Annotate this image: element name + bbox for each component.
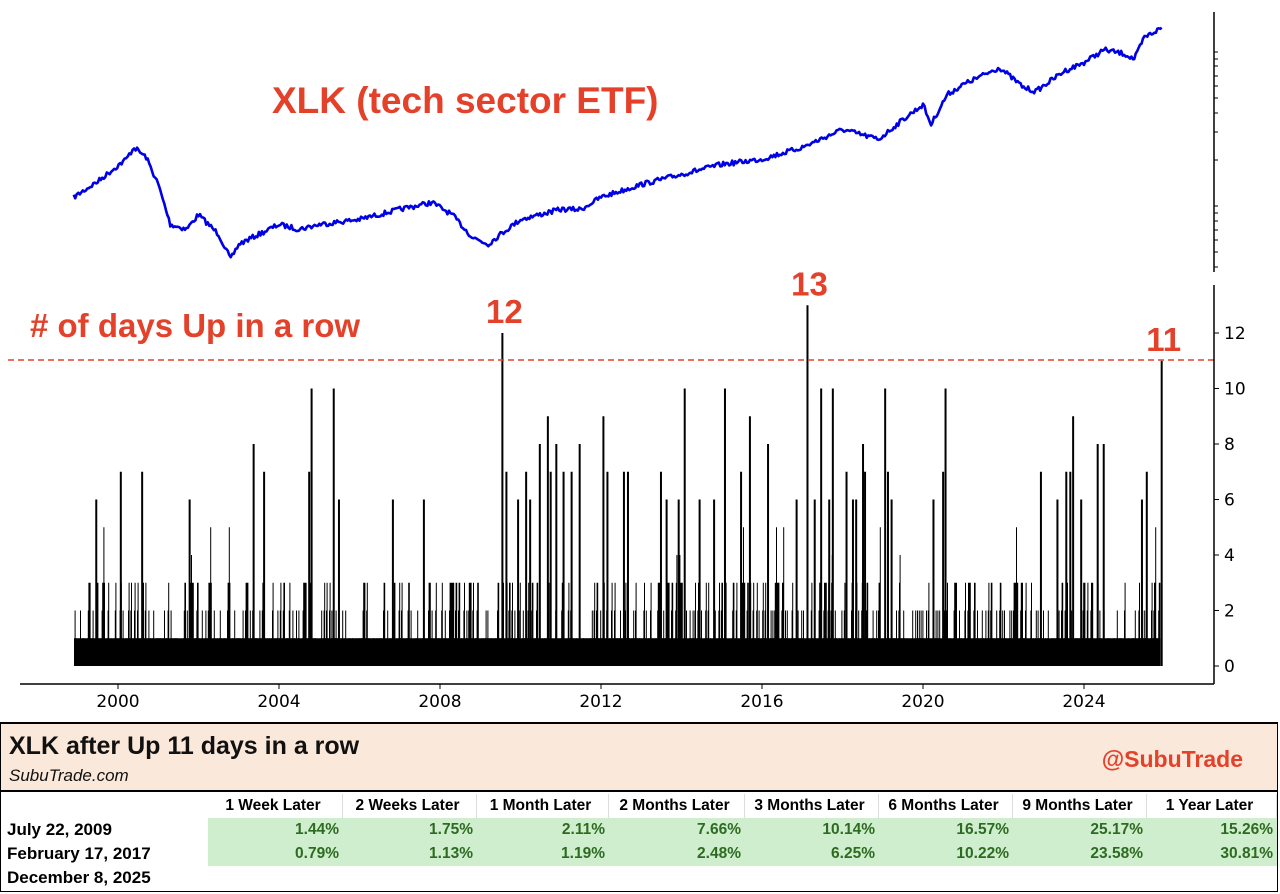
- return-cell: 2.48%: [609, 842, 745, 866]
- column-header-row: 1 Week Later 2 Weeks Later 1 Month Later 2 …: [1, 794, 1277, 818]
- return-cell: 10.14%: [745, 818, 879, 842]
- price-chart-title: XLK (tech sector ETF): [272, 80, 659, 121]
- return-cell: 1.44%: [208, 818, 343, 842]
- streak-base-fill: [74, 638, 1161, 666]
- return-cell: 6.25%: [745, 842, 879, 866]
- row-date: July 22, 2009: [7, 820, 112, 839]
- column-header: 2 Weeks Later: [343, 794, 477, 818]
- y-tick-label: 12: [1224, 324, 1246, 344]
- xlk-chart: XLK (tech sector ETF) # of days Up in a …: [8, 12, 1246, 712]
- return-cell: 7.66%: [609, 818, 745, 842]
- table-row: February 17, 2017 0.79% 1.13% 1.19% 2.48% 6.2…: [1, 842, 1277, 866]
- return-cell: 23.58%: [1013, 842, 1147, 866]
- return-cell: 1.75%: [343, 818, 477, 842]
- y-tick-label: 4: [1224, 546, 1235, 566]
- column-header: 1 Week Later: [208, 794, 343, 818]
- column-header: 3 Months Later: [745, 794, 879, 818]
- y-tick-label: 2: [1224, 602, 1235, 622]
- return-cell: 15.26%: [1147, 818, 1277, 842]
- return-cell: 16.57%: [879, 818, 1013, 842]
- x-tick-label: 2024: [1062, 692, 1105, 712]
- column-header: 6 Months Later: [879, 794, 1013, 818]
- y-tick-label: 10: [1224, 380, 1246, 400]
- table-row: July 22, 2009 1.44% 1.75% 2.11% 7.66% 10.14% 1…: [1, 818, 1277, 842]
- x-tick-label: 2016: [740, 692, 783, 712]
- table-subtitle: SubuTrade.com: [9, 766, 129, 785]
- peak-label-12: 12: [486, 293, 523, 330]
- return-cell: 2.11%: [477, 818, 609, 842]
- column-header: 1 Year Later: [1147, 794, 1277, 818]
- column-header: 9 Months Later: [1013, 794, 1147, 818]
- return-cell: 25.17%: [1013, 818, 1147, 842]
- return-cell: 1.13%: [343, 842, 477, 866]
- xlk-price-line: [72, 26, 1163, 259]
- x-tick-label: 2008: [418, 692, 461, 712]
- author-handle: @SubuTrade: [1101, 746, 1243, 772]
- column-header: 2 Months Later: [609, 794, 745, 818]
- streak-chart-label: # of days Up in a row: [30, 307, 360, 344]
- y-tick-label: 0: [1224, 657, 1235, 677]
- x-tick-label: 2004: [257, 692, 300, 712]
- table-row: December 8, 2025: [1, 866, 1277, 890]
- x-tick-label: 2000: [96, 692, 139, 712]
- peak-label-13: 13: [791, 265, 828, 302]
- row-date: February 17, 2017: [7, 844, 151, 863]
- table-header: XLK after Up 11 days in a row SubuTrade.…: [1, 724, 1277, 792]
- x-tick-label: 2020: [901, 692, 944, 712]
- peak-label-11: 11: [1146, 321, 1181, 358]
- return-cell: 1.19%: [477, 842, 609, 866]
- table-title: XLK after Up 11 days in a row: [9, 732, 360, 760]
- x-tick-label: 2012: [579, 692, 622, 712]
- return-cell: 10.22%: [879, 842, 1013, 866]
- y-tick-label: 8: [1224, 435, 1235, 455]
- row-label-header: [1, 794, 208, 818]
- row-date: December 8, 2025: [7, 868, 151, 887]
- return-cell: 30.81%: [1147, 842, 1277, 866]
- results-table: XLK after Up 11 days in a row SubuTrade.…: [0, 722, 1278, 892]
- return-cell: 0.79%: [208, 842, 343, 866]
- column-header: 1 Month Later: [477, 794, 609, 818]
- y-tick-label: 6: [1224, 491, 1235, 511]
